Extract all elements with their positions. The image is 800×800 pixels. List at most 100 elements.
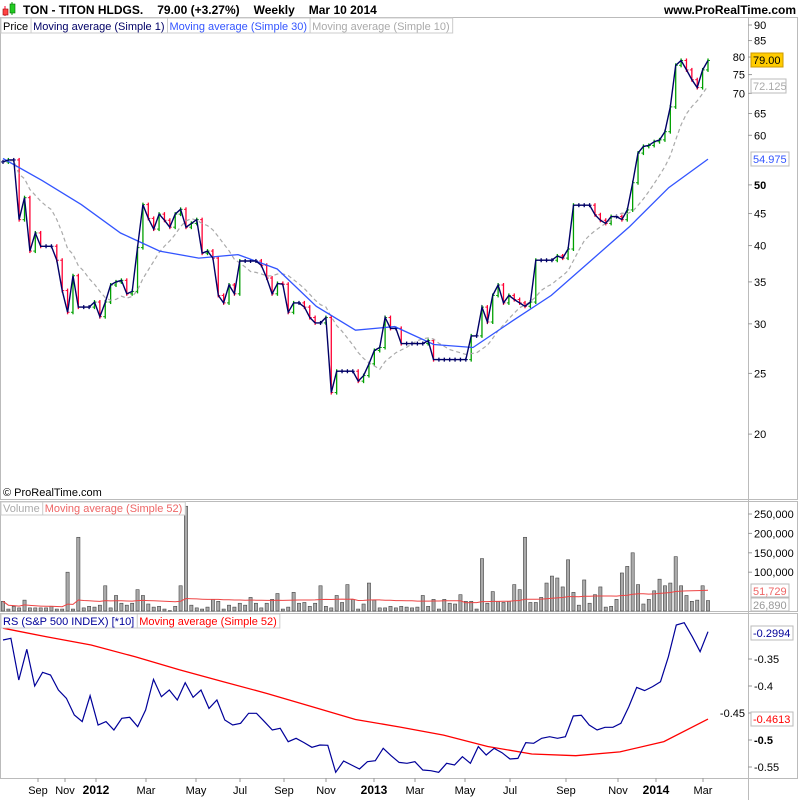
volume-bar [420, 595, 425, 612]
volume-bar [17, 607, 22, 612]
header-symbol: TON - TITON HLDGS. [23, 3, 143, 17]
header-site-link[interactable]: www.ProRealTime.com [663, 3, 796, 17]
volume-bar [87, 606, 92, 612]
volume-bar [555, 577, 560, 612]
header: TON - TITON HLDGS. 79.00 (+3.27%) Weekly… [23, 3, 377, 17]
price-axis-label: 20 [754, 429, 766, 441]
volume-bar [377, 607, 382, 612]
volume-bar [334, 595, 339, 612]
volume-bar [652, 590, 657, 612]
volume-bar [124, 604, 129, 612]
volume-bar [6, 608, 11, 612]
tag-rs: -0.2994 [750, 625, 794, 641]
volume-axis-label: 200,000 [754, 528, 794, 540]
legend-volume: Volume [3, 503, 40, 515]
volume-bar [210, 599, 215, 612]
volume-bar [668, 582, 673, 612]
volume-bar [205, 606, 210, 612]
volume-bar [28, 607, 32, 612]
volume-bar [528, 602, 533, 612]
volume-bar [307, 606, 312, 612]
volume-bar [237, 602, 242, 612]
header-price: 79.00 (+3.27%) [157, 3, 239, 17]
x-axis-label: Mar [694, 785, 713, 797]
logo-candlestick-icon [2, 2, 16, 16]
volume-bar [254, 602, 258, 612]
volume-bar [399, 606, 404, 612]
volume-bar [33, 607, 38, 612]
volume-bar [200, 608, 205, 612]
x-axis-label: 2012 [83, 783, 110, 797]
volume-bar [550, 575, 554, 612]
rs-ma52-line [2, 627, 709, 757]
copyright: © ProRealTime.com [3, 487, 102, 499]
volume-bar [259, 607, 264, 612]
legend-ma1: Moving average (Simple 1) [33, 21, 164, 33]
x-axis-label: Sep [556, 785, 576, 797]
volume-bar [393, 607, 398, 612]
volume-bar [162, 608, 167, 612]
volume-bar [361, 603, 366, 612]
ma10-line [2, 85, 709, 371]
x-axis-label: Mar [406, 785, 425, 797]
volume-legend: Volume Moving average (Simple 52) [0, 501, 186, 516]
svg-text:26,890: 26,890 [753, 600, 787, 612]
volume-bar [372, 599, 377, 612]
volume-bar [54, 608, 59, 612]
volume-axis-label: 250,000 [754, 509, 794, 521]
axes: 90 85 80 75 70 65 60 50 45 40 35 30 25 20 250,000 200,0… [28, 20, 794, 797]
volume-bar [689, 600, 694, 612]
volume-bar [157, 606, 161, 612]
legend-box [0, 501, 186, 516]
volume-bar [248, 597, 253, 612]
volume-bar [49, 606, 54, 612]
volume-bar [38, 607, 43, 612]
volume-bar [560, 586, 565, 612]
tag-volume-last: 26,890 [750, 597, 790, 612]
volume-bar [130, 602, 135, 612]
volume-bar [576, 604, 581, 612]
volume-bar [243, 604, 248, 612]
volume-bar [625, 566, 630, 612]
svg-text:79.00: 79.00 [753, 55, 781, 67]
volume-bar [485, 602, 490, 612]
volume-bar [431, 599, 436, 612]
volume-bar [232, 606, 237, 612]
volume-bar [324, 606, 328, 612]
volume-bar [593, 594, 597, 612]
volume-bar [480, 558, 484, 612]
price-legend: Price Moving average (Simple 1) Moving a… [0, 17, 454, 34]
volume-bar [474, 608, 479, 612]
legend-price: Price [3, 21, 28, 33]
x-axis-label: Jul [233, 785, 247, 797]
x-axis-label: May [455, 785, 476, 797]
header-date: Mar 10 2014 [309, 3, 377, 17]
volume-bar [415, 606, 420, 612]
volume-bar [340, 602, 344, 612]
x-axis-label: 2014 [643, 783, 670, 797]
price-axis-label: 90 [754, 20, 766, 32]
volume-bar [663, 585, 667, 612]
price-plot [1, 58, 710, 395]
volume-bar [630, 552, 635, 612]
volume-bar [496, 600, 501, 612]
legend-rs: RS (S&P 500 INDEX) [*10] [3, 616, 134, 628]
volume-bar [646, 599, 651, 612]
volume-bar [566, 559, 570, 612]
volume-bar [264, 602, 269, 612]
volume-bar [506, 600, 511, 612]
price-panel-frame [0, 17, 798, 500]
volume-bar [501, 602, 506, 612]
svg-text:-0.4613: -0.4613 [753, 714, 790, 726]
volume-bar [178, 585, 183, 612]
volume-bar [447, 602, 452, 612]
volume-bar [614, 599, 619, 612]
volume-bar [119, 602, 124, 612]
legend-rs-ma52: Moving average (Simple 52) [139, 616, 277, 628]
volume-bar [469, 600, 474, 612]
volume-bar [221, 608, 226, 612]
volume-bar [684, 595, 689, 612]
legend-ma10: Moving average (Simple 10) [312, 21, 450, 33]
volume-bar [275, 593, 280, 612]
volume-bar [286, 606, 291, 612]
